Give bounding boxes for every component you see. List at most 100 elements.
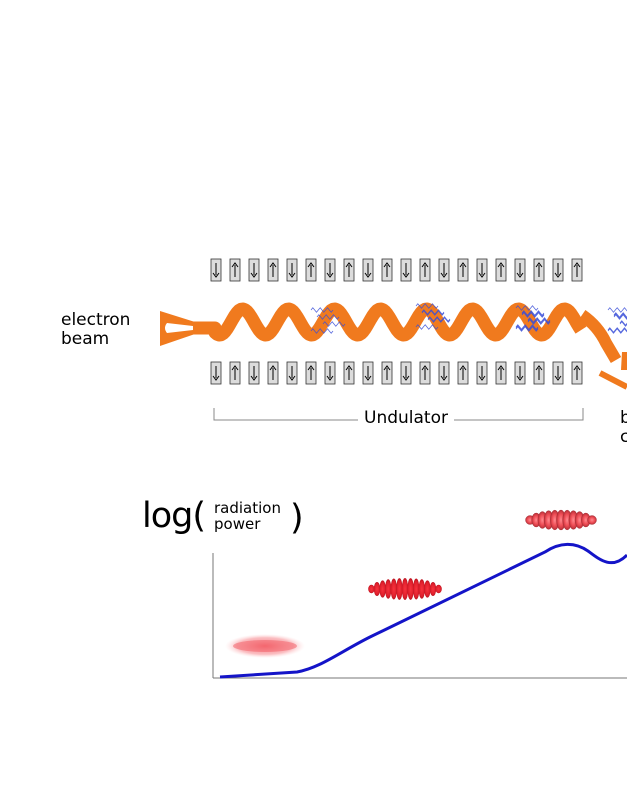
bottom-magnet-down [552,361,564,385]
top-magnet-up [267,258,279,282]
bottom-magnet-down [514,361,526,385]
radiation-power-curve [219,542,627,679]
bottom-magnet-up [419,361,431,385]
beam-dump-wedge [621,352,627,370]
top-magnet-up [457,258,469,282]
bunch-slice [429,581,437,597]
bottom-magnet-up [343,361,355,385]
top-magnet-up [571,258,583,282]
photon-squiggle [607,328,627,334]
electron-trajectory [193,302,587,342]
log-prefix: log( [142,496,206,536]
top-magnet-down [476,258,488,282]
radiation-power-label: radiation power [214,499,281,533]
photon-squiggle [415,324,439,330]
bottom-magnet-up [533,361,545,385]
photon-squiggle [521,310,545,316]
photon-squiggle [521,311,545,317]
photon-squiggle [613,312,627,318]
top-magnet-up [381,258,393,282]
photon-squiggle [427,317,451,323]
bunch-slice [368,584,375,594]
bottom-magnet-down [210,361,222,385]
photon-squiggle [613,314,627,320]
electron-beam-label-line1: electron [61,310,131,330]
photon-squiggle [421,309,445,315]
top-magnet-down [438,258,450,282]
top-magnet-down [514,258,526,282]
bunch-slice [407,578,414,600]
bunch-slice [401,578,409,600]
photon-squiggle [427,316,451,322]
top-magnet-up [495,258,507,282]
photon-squiggle [607,327,627,333]
bottom-magnet-up [381,361,393,385]
top-magnet-up [343,258,355,282]
bunch-slice [373,581,381,597]
top-magnet-down [400,258,412,282]
photon-squiggle [527,318,551,324]
photon-emission-group [310,303,627,334]
bunch-slice [587,515,597,525]
bottom-magnet-up [229,361,241,385]
top-magnet-down [324,258,336,282]
log-close-paren: ) [290,498,304,538]
electron-beam-label: electron beam [61,310,131,350]
photon-squiggle [415,303,439,309]
bunch-uniform-icon [225,634,305,658]
top-magnet-down [362,258,374,282]
photon-squiggle [310,328,334,334]
top-magnet-row [210,258,583,282]
bottom-magnet-down [324,361,336,385]
power-plot-axes [212,553,627,679]
photon-squiggle [421,310,445,316]
cropped-label: b c [620,408,627,447]
bunch-slice [413,578,420,600]
top-magnet-up [305,258,317,282]
bottom-magnet-row [210,361,583,385]
top-magnet-up [229,258,241,282]
top-magnet-down [210,258,222,282]
photon-squiggle [619,321,627,327]
photon-squiggle [515,305,539,311]
bunch-slice [385,579,392,599]
photon-squiggle [515,326,539,332]
bunch-slice [418,579,425,599]
bottom-magnet-down [362,361,374,385]
bottom-magnet-down [286,361,298,385]
photon-squiggle [310,307,334,313]
bunch-saturated-icon [525,509,597,531]
photon-squiggle [515,324,539,330]
photon-squiggle [515,325,539,331]
undulator-label: Undulator [358,408,454,429]
bunch-slice [435,584,442,594]
beam-dump-segment [598,370,627,390]
photon-squiggle [527,317,551,323]
bunch-slice [424,580,431,598]
bottom-magnet-up [267,361,279,385]
photon-squiggle [619,320,627,326]
bunch-slice [396,578,403,600]
power-label: power [214,514,261,533]
top-magnet-up [419,258,431,282]
bottom-magnet-down [476,361,488,385]
bottom-magnet-down [248,361,260,385]
bottom-magnet-up [571,361,583,385]
top-magnet-down [248,258,260,282]
top-magnet-up [533,258,545,282]
electron-gun-icon [160,311,195,346]
bottom-magnet-up [305,361,317,385]
photon-squiggle [607,307,627,313]
bottom-magnet-down [400,361,412,385]
top-magnet-down [286,258,298,282]
beam-exit-segment [578,310,622,364]
bottom-magnet-up [457,361,469,385]
photon-squiggle [322,321,346,327]
radiation-label: radiation [214,499,281,517]
bunch-slice [390,578,397,600]
electron-beam-label-line2: beam [61,329,110,350]
bottom-magnet-down [438,361,450,385]
cropped-label-line1: b [620,408,627,428]
photon-squiggle [613,313,627,319]
